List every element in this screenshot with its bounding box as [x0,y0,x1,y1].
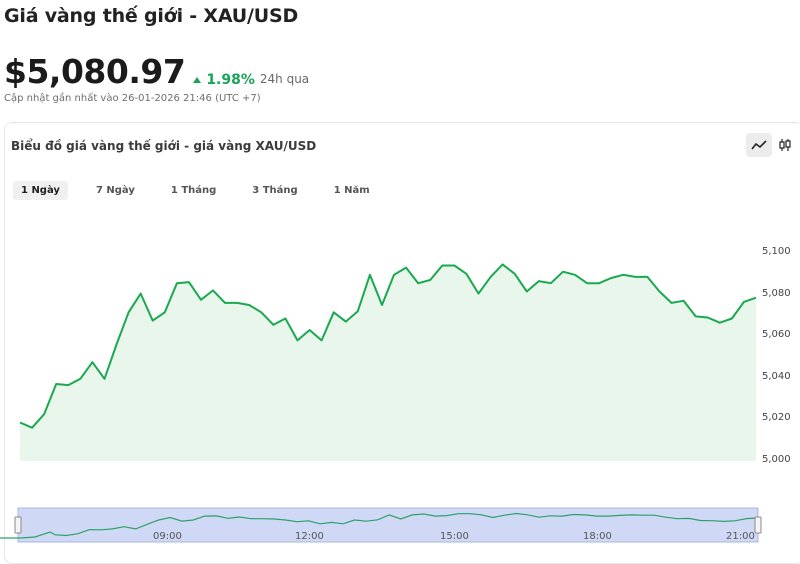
tab-1-year[interactable]: 1 Năm [333,185,370,196]
navigator-left-handle[interactable] [14,516,22,534]
page-title: Giá vàng thế giới - XAU/USD [4,5,299,27]
navigator-tick-label: 12:00 [295,531,324,542]
time-range-tabs: 1 Ngày 7 Ngày 1 Tháng 3 Tháng 1 Năm [13,181,398,200]
navigator-right-handle[interactable] [754,516,762,534]
navigator-line [0,512,759,539]
y-tick-label: 5,080 [762,287,791,299]
price-line [19,263,757,429]
y-tick-label: 5,000 [762,454,791,465]
y-tick-label: 5,020 [762,412,791,424]
y-tick-label: 5,100 [762,246,791,257]
candlestick-button[interactable] [772,133,798,157]
price-change: 1.98% [193,72,255,88]
y-tick-label: 5,040 [762,370,791,382]
tab-7-days[interactable]: 7 Ngày [95,185,135,196]
navigator-tick-label: 18:00 [583,531,612,542]
line-chart-icon [751,140,767,150]
tab-1-month[interactable]: 1 Tháng [170,185,217,196]
triangle-up-icon [193,77,202,83]
navigator-tick-label: 21:00 [726,531,755,542]
current-price: $5,080.97 [4,52,186,91]
price-area [20,264,756,461]
change-period: 24h qua [259,72,310,86]
navigator-tick-label: 09:00 [153,531,182,542]
candlestick-icon [779,139,791,151]
chart-type-toggle [746,133,798,157]
price-row: $5,080.97 1.98% 24h qua [4,52,309,91]
price-chart [0,263,762,543]
y-tick-label: 5,060 [762,329,791,341]
line-chart-button[interactable] [746,133,772,157]
navigator-selection[interactable] [17,507,759,543]
navigator-tick-label: 15:00 [440,531,469,542]
price-change-percent: 1.98% [206,72,255,88]
range-navigator[interactable] [0,507,762,543]
last-updated: Cập nhật gần nhất vào 26-01-2026 21:46 (… [4,93,261,104]
tab-1-day[interactable]: 1 Ngày [13,181,68,200]
chart-title: Biểu đồ giá vàng thế giới - giá vàng XAU… [11,139,317,153]
tab-3-months[interactable]: 3 Tháng [252,185,298,196]
